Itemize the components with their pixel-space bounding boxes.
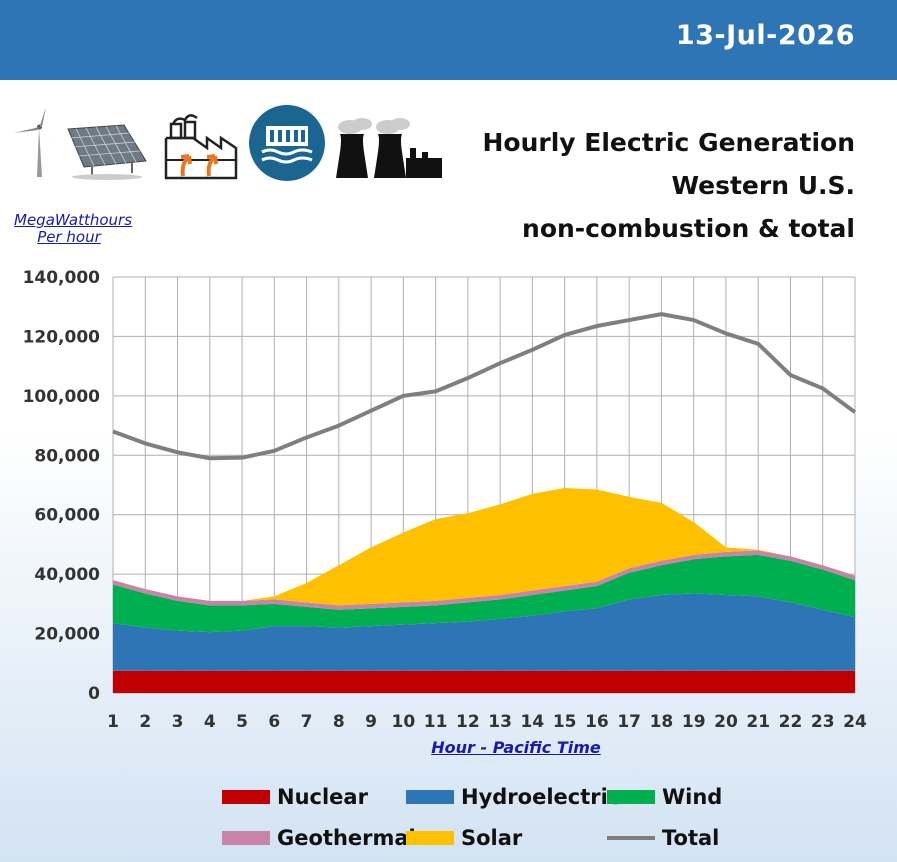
wind-turbine-icon (12, 105, 56, 177)
y-tick-label: 60,000 (34, 506, 100, 526)
legend-swatch-solar (406, 831, 454, 845)
legend-swatch-total (607, 831, 655, 845)
x-tick-label: 21 (746, 712, 770, 732)
legend-label-geothermal: Geothermal (277, 826, 416, 850)
legend-item-geothermal: Geothermal (222, 826, 416, 850)
x-tick-label: 19 (682, 712, 706, 732)
x-tick-label: 24 (843, 712, 867, 732)
hydro-dam-icon (248, 104, 326, 182)
x-tick-label: 2 (139, 712, 151, 732)
legend-item-hydroelectric: Hydroelectric (406, 785, 620, 809)
legend-item-nuclear: Nuclear (222, 785, 368, 809)
units-line-2: Per hour (37, 228, 101, 246)
legend-swatch-hydroelectric (406, 790, 454, 804)
legend-swatch-nuclear (222, 790, 270, 804)
chart-title-line-3: non-combustion & total (522, 214, 855, 243)
x-tick-label: 17 (617, 712, 641, 732)
nuclear-plant-icon (330, 118, 446, 180)
legend-item-wind: Wind (607, 785, 722, 809)
x-tick-label: 13 (488, 712, 512, 732)
chart-title-line-1: Hourly Electric Generation (482, 128, 855, 157)
series-area-geothermal (113, 550, 855, 610)
x-tick-label: 8 (333, 712, 345, 732)
series-area-nuclear (113, 670, 855, 693)
x-tick-label: 18 (650, 712, 674, 732)
chart-title-line-2: Western U.S. (671, 171, 855, 200)
x-tick-label: 22 (779, 712, 803, 732)
x-tick-label: 10 (392, 712, 416, 732)
geothermal-plant-icon (163, 110, 239, 180)
legend-label-wind: Wind (662, 785, 723, 809)
x-tick-label: 14 (521, 712, 545, 732)
solar-panel-icon (62, 123, 148, 181)
x-tick-label: 6 (268, 712, 280, 732)
x-tick-label: 20 (714, 712, 738, 732)
x-tick-label: 11 (424, 712, 448, 732)
x-tick-label: 1 (107, 712, 119, 732)
legend-item-total: Total (607, 826, 719, 850)
y-tick-label: 40,000 (34, 565, 100, 585)
legend-swatch-geothermal (222, 831, 270, 845)
y-tick-label: 80,000 (34, 446, 100, 466)
y-tick-label: 120,000 (23, 327, 101, 347)
legend-label-solar: Solar (461, 826, 523, 850)
x-tick-label: 5 (236, 712, 248, 732)
x-tick-label: 16 (585, 712, 609, 732)
legend-label-total: Total (662, 826, 720, 850)
x-tick-label: 12 (456, 712, 480, 732)
x-tick-label: 9 (365, 712, 377, 732)
units-line-1: MegaWatthours (14, 211, 133, 229)
series-area-solar (113, 487, 855, 606)
y-tick-label: 140,000 (23, 268, 101, 288)
series-line-total (112, 312, 857, 461)
x-tick-label: 3 (172, 712, 184, 732)
legend-label-hydroelectric: Hydroelectric (461, 785, 621, 809)
y-tick-label: 0 (88, 684, 100, 704)
x-tick-label: 15 (553, 712, 577, 732)
y-tick-label: 20,000 (34, 625, 100, 645)
header-bar: 13-Jul-2026 (0, 0, 897, 80)
series-area-wind (113, 554, 855, 633)
x-tick-label: 7 (301, 712, 313, 732)
report-date: 13-Jul-2026 (675, 20, 855, 51)
legend-item-solar: Solar (406, 826, 522, 850)
legend-label-nuclear: Nuclear (277, 785, 368, 809)
series-area-hydroelectric (113, 593, 855, 671)
units-label: MegaWatthours Per hour (14, 211, 133, 246)
x-axis-title: Hour - Pacific Time (431, 738, 601, 757)
x-tick-label: 4 (204, 712, 216, 732)
legend-swatch-wind (607, 790, 655, 804)
y-tick-label: 100,000 (23, 387, 101, 407)
x-tick-label: 23 (811, 712, 835, 732)
